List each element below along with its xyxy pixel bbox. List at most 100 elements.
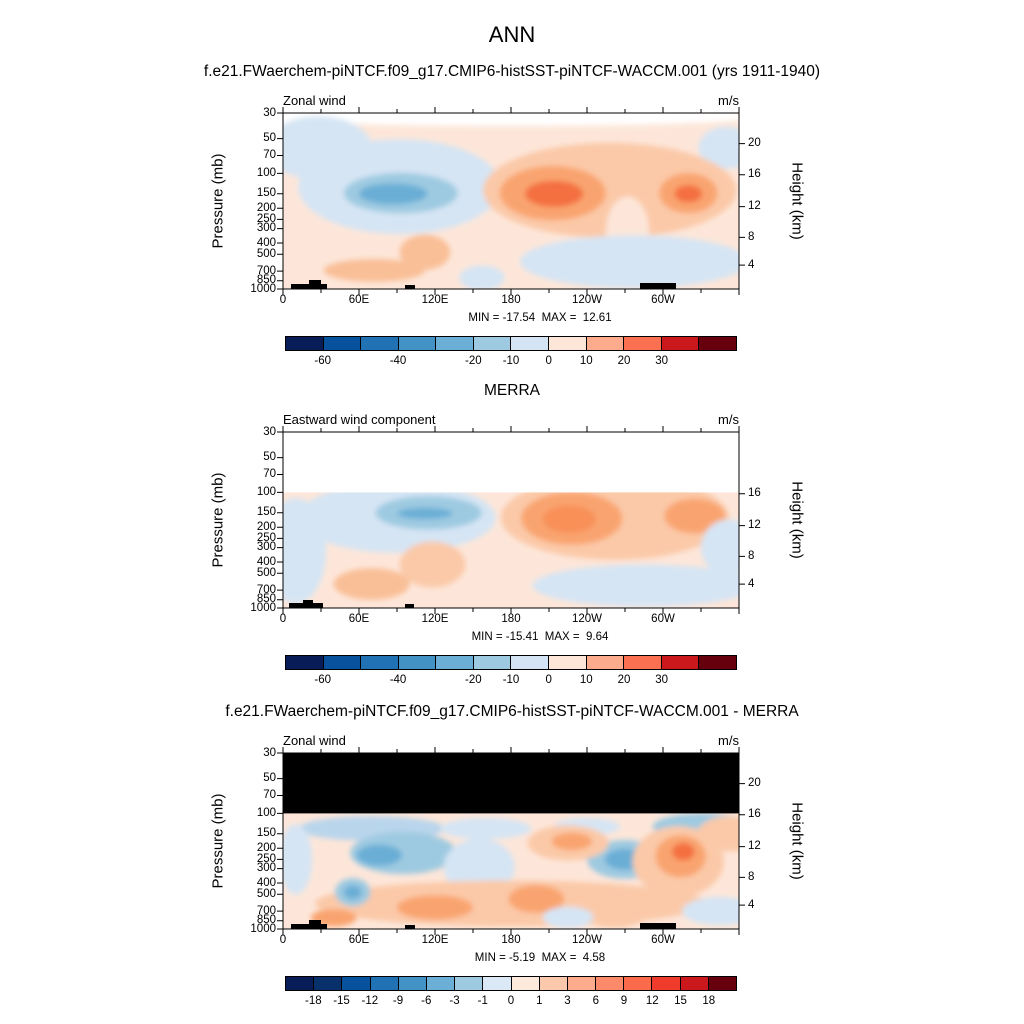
units-label: m/s: [718, 412, 739, 427]
pressure-tick-label: 30: [263, 425, 276, 438]
colorbar-segment: [398, 656, 437, 669]
longitude-tick-label: 120E: [421, 934, 449, 946]
longitude-tick-label: 180: [501, 613, 521, 625]
axis-ticks: [277, 747, 745, 935]
minmax-stats: MIN = -17.54 MAX = 12.61: [468, 312, 612, 324]
contour-plot-svg: [277, 107, 745, 295]
y-axis-title-right: Height (km): [788, 162, 806, 240]
colorbar-segment: [699, 337, 736, 350]
colorbar-tick-label: -60: [314, 674, 331, 686]
pressure-tick-label: 30: [263, 746, 276, 759]
colorbar-tick-label: 10: [579, 674, 593, 686]
longitude-tick-label: 60W: [651, 934, 675, 946]
units-label: m/s: [718, 93, 739, 108]
colorbar-tick-label: 0: [545, 674, 552, 686]
colorbar-segment: [286, 337, 324, 350]
colorbar-tick-label: 15: [674, 995, 687, 1007]
colorbar-segment: [398, 337, 437, 350]
colorbar-segment: [455, 977, 484, 990]
colorbar-tick-label: -15: [333, 995, 350, 1007]
colorbar-tick-label: -9: [392, 995, 404, 1007]
colorbar-segment: [624, 337, 662, 350]
field-name-label: Zonal wind: [283, 93, 346, 108]
colorbar: [285, 336, 737, 351]
height-tick-label: 4: [748, 577, 755, 590]
colorbar-segment: [586, 337, 625, 350]
pressure-tick-label: 700: [256, 904, 276, 917]
pressure-tick-label: 500: [256, 887, 276, 900]
colorbar-segment: [586, 656, 625, 669]
longitude-tick-label: 60E: [348, 934, 370, 946]
colorbar-segment: [680, 977, 709, 990]
height-tick-label: 20: [748, 777, 761, 790]
colorbar-segment: [323, 337, 362, 350]
minmax-stats: MIN = -15.41 MAX = 9.64: [471, 631, 609, 643]
colorbar-segment: [549, 337, 587, 350]
colorbar: [285, 655, 737, 670]
units-label: m/s: [718, 733, 739, 748]
colorbar-segment: [361, 337, 399, 350]
longitude-tick-label: 120W: [571, 613, 603, 625]
pressure-tick-label: 300: [256, 541, 276, 554]
colorbar-segment: [436, 656, 474, 669]
colorbar-tick-label: -20: [464, 674, 482, 686]
pressure-tick-label: 150: [256, 187, 276, 200]
colorbar-tick-label: -1: [477, 995, 488, 1007]
pressure-tick-label: 250: [256, 212, 276, 225]
colorbar-segment: [511, 337, 550, 350]
height-tick-label: 12: [748, 519, 761, 532]
pressure-tick-label: 50: [263, 132, 276, 145]
colorbar-tick-label: 0: [507, 995, 515, 1007]
colorbar-tick-label: 30: [655, 355, 669, 367]
colorbar-tick-label: 18: [702, 995, 716, 1007]
colorbar-tick-label: 20: [617, 674, 631, 686]
colorbar-tick-label: -12: [361, 995, 379, 1007]
longitude-tick-label: 60E: [348, 613, 370, 625]
pressure-tick-label: 200: [256, 841, 276, 854]
height-tick-label: 12: [748, 200, 761, 213]
height-tick-label: 16: [748, 487, 761, 500]
colorbar-tick-label: 9: [620, 995, 628, 1007]
colorbar-tick-label: -60: [314, 355, 331, 367]
colorbar-segment: [511, 656, 550, 669]
pressure-tick-label: 400: [256, 555, 276, 568]
pressure-tick-label: 1000: [250, 601, 276, 614]
longitude-tick-label: 0: [279, 613, 287, 625]
colorbar-segment: [661, 656, 700, 669]
longitude-tick-label: 0: [279, 934, 287, 946]
pressure-tick-label: 100: [256, 166, 276, 179]
colorbar-segment: [314, 977, 343, 990]
colorbar-tick-label: -40: [389, 355, 407, 367]
colorbar-tick-label: -40: [389, 674, 407, 686]
axis-ticks: [277, 426, 745, 614]
colorbar-segment: [624, 977, 653, 990]
colorbar-segment: [567, 977, 597, 990]
panel-heading: f.e21.FWaerchem-piNTCF.f09_g17.CMIP6-his…: [225, 703, 799, 720]
pressure-tick-label: 700: [256, 264, 276, 277]
colorbar-segment: [549, 656, 587, 669]
colorbar-segment: [398, 977, 427, 990]
colorbar-segment: [708, 977, 736, 990]
colorbar-tick-label: -18: [304, 995, 322, 1007]
colorbar-segment: [323, 656, 362, 669]
pressure-tick-label: 1000: [250, 922, 276, 935]
pressure-tick-label: 400: [256, 236, 276, 249]
pressure-tick-label: 70: [263, 789, 276, 801]
masked-region-band: [283, 432, 739, 493]
pressure-tick-label: 150: [256, 506, 276, 519]
colorbar-segment: [361, 656, 399, 669]
y-axis-title-left: Pressure (mb): [209, 793, 227, 889]
height-tick-label: 16: [748, 808, 761, 821]
contour-plot-svg: [277, 426, 745, 614]
topography-mask: [289, 600, 414, 608]
height-tick-label: 4: [748, 898, 755, 911]
contour-field: [283, 113, 739, 289]
pressure-tick-label: 700: [256, 583, 276, 596]
longitude-tick-label: 120E: [421, 613, 449, 625]
y-axis-title-right: Height (km): [788, 481, 806, 559]
masked-region-band: [283, 753, 739, 814]
pressure-tick-label: 200: [256, 520, 276, 533]
longitude-tick-label: 120E: [421, 294, 449, 306]
